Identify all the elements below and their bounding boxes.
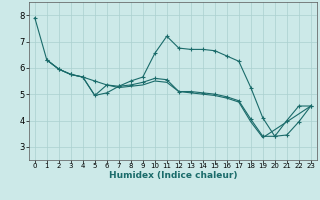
X-axis label: Humidex (Indice chaleur): Humidex (Indice chaleur) [108, 171, 237, 180]
